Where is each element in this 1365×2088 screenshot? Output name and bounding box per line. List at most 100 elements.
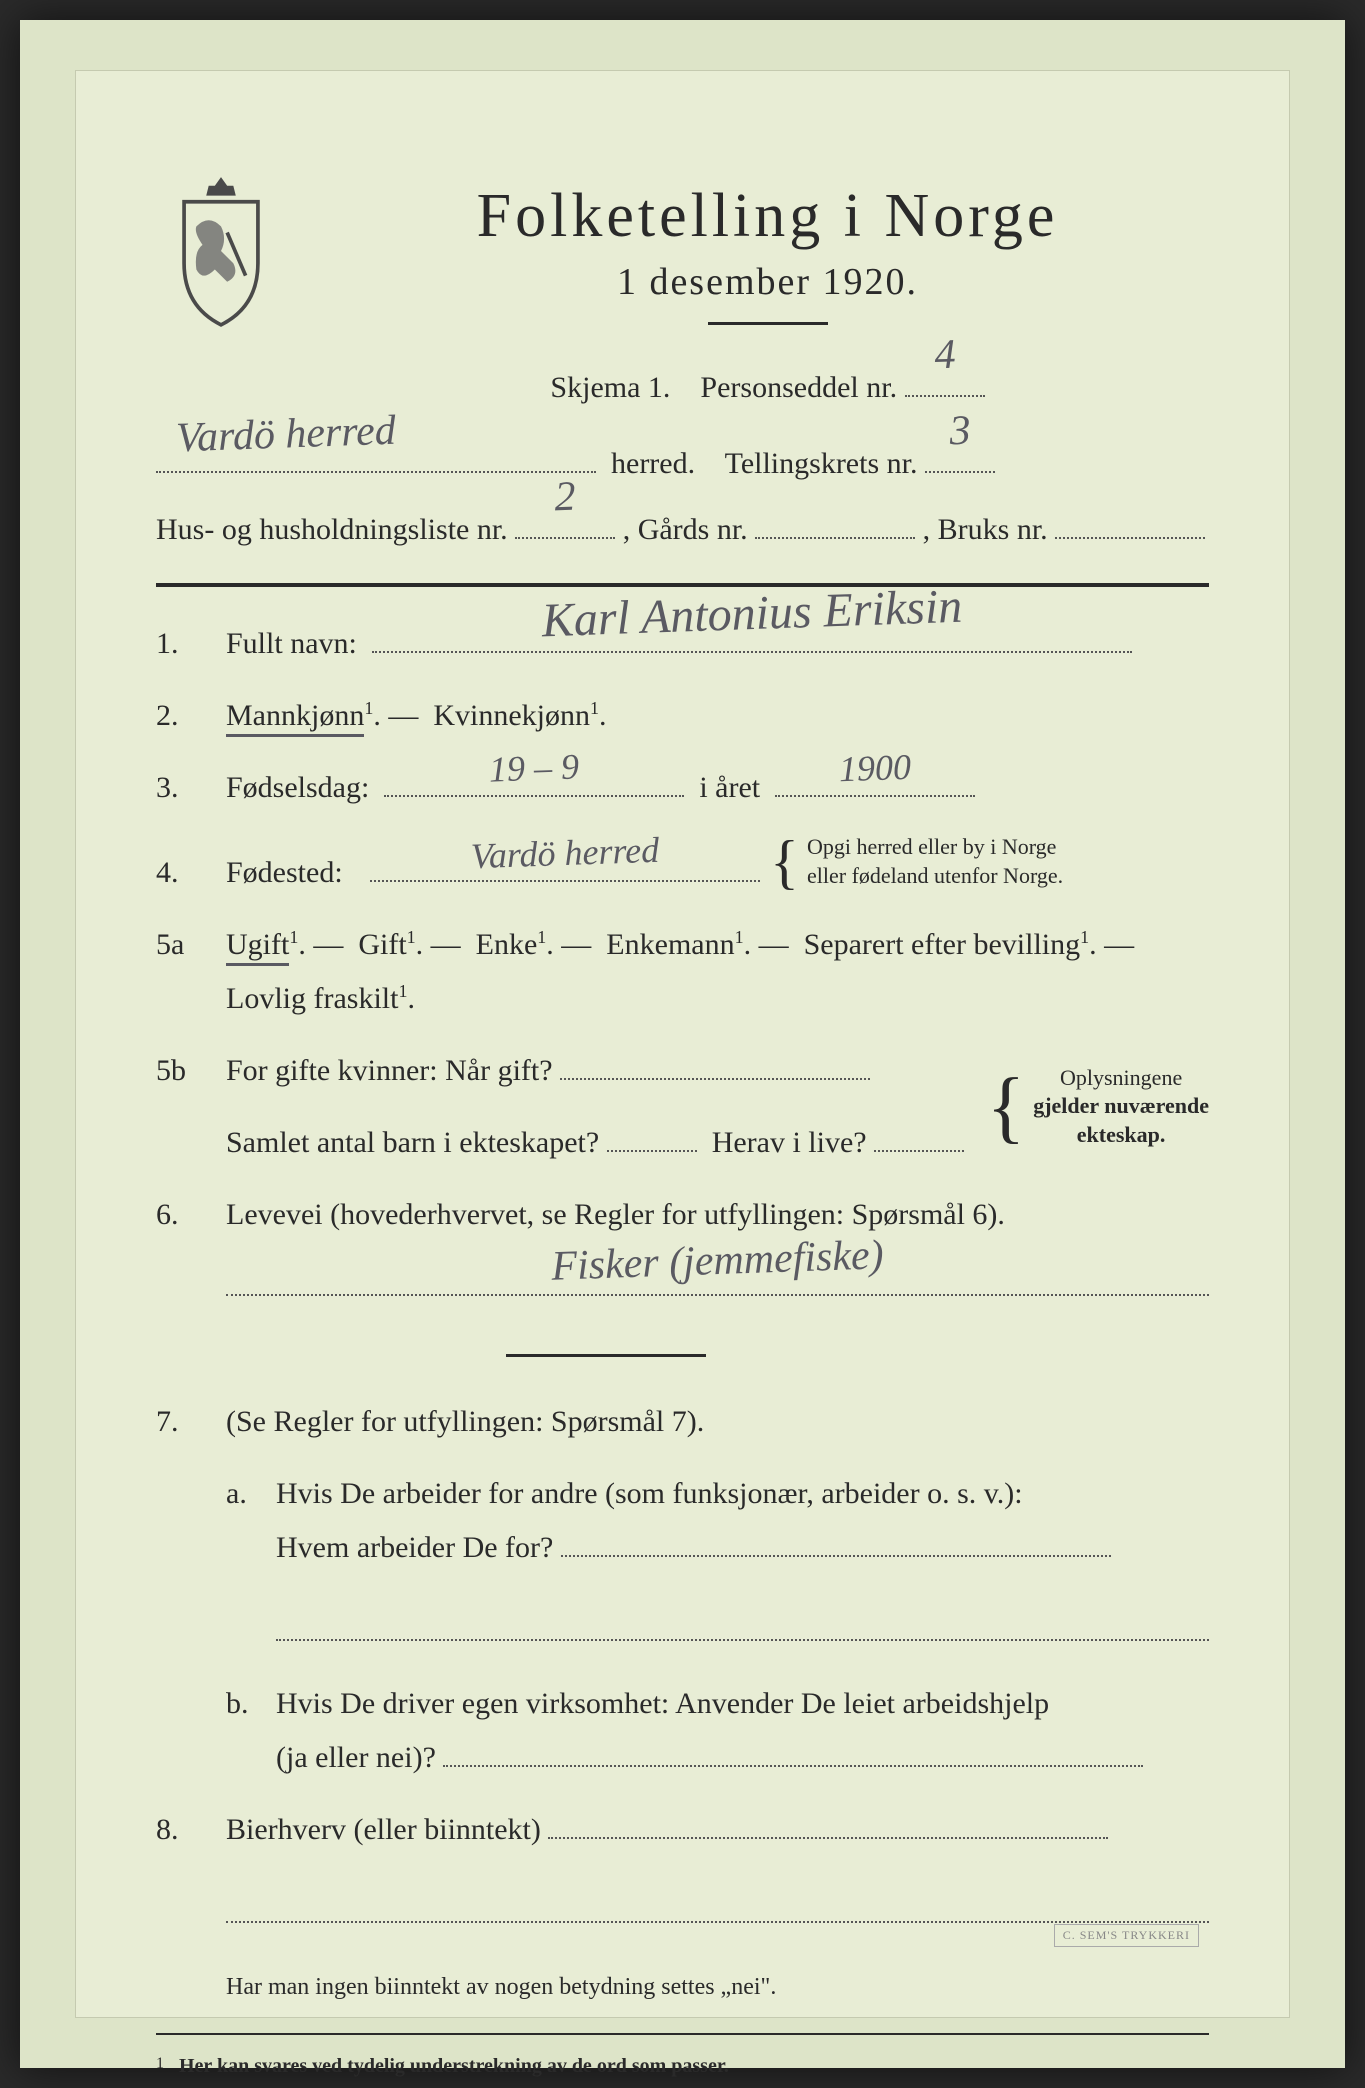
gards-field	[755, 537, 915, 539]
q7b-row: b. Hvis De driver egen virksomhet: Anven…	[156, 1677, 1209, 1785]
bruks-label: , Bruks nr.	[923, 513, 1048, 546]
q4-value: Vardö herred	[369, 814, 761, 892]
q1-body: Fullt navn: Karl Antonius Eriksin	[226, 617, 1209, 671]
q3-body: Fødselsdag: 19 – 9 i året 1900	[226, 761, 1209, 815]
q7b-line2: (ja eller nei)?	[276, 1741, 436, 1774]
q1-label: Fullt navn:	[226, 627, 357, 660]
q5b-num: 5b	[156, 1044, 226, 1098]
main-title: Folketelling i Norge	[326, 181, 1209, 252]
printer-stamp: C. SEM'S TRYKKERI	[1054, 1924, 1199, 1947]
q8-body: Bierhverv (eller biinntekt)	[226, 1803, 1209, 1941]
q4-note-box: { Opgi herred eller by i Norge eller fød…	[770, 833, 1063, 890]
q3-year-label: i året	[699, 771, 760, 804]
q7b-num: b.	[226, 1677, 276, 1731]
q7a-field	[561, 1555, 1111, 1557]
q6-field: Fisker (jemmefiske)	[226, 1294, 1209, 1296]
herred-label: herred.	[611, 447, 695, 480]
q7-num: 7.	[156, 1395, 226, 1449]
q3-num: 3.	[156, 761, 226, 815]
q7a-num: a.	[226, 1467, 276, 1521]
q7a-line2: Hvem arbeider De for?	[276, 1531, 553, 1564]
q5a-enkemann: Enkemann	[606, 928, 734, 961]
q5a-gift: Gift	[358, 928, 406, 961]
tellingskrets-label: Tellingskrets nr.	[725, 447, 918, 480]
q5b-line1: For gifte kvinner: Når gift?	[226, 1044, 977, 1098]
brace-icon: {	[987, 1087, 1025, 1127]
hus-line: Hus- og husholdningsliste nr. 2 , Gårds …	[156, 497, 1209, 563]
hus-field: 2	[515, 537, 615, 539]
q5b-live-field	[874, 1150, 964, 1152]
q8-num: 8.	[156, 1803, 226, 1857]
q4-num: 4.	[156, 846, 226, 900]
q5a-fraskilt: Lovlig fraskilt	[226, 982, 398, 1015]
q6-num: 6.	[156, 1188, 226, 1242]
footnote: 1 Her kan svares ved tydelig understrekn…	[156, 2055, 1209, 2078]
herred-line: Vardö herred herred. Tellingskrets nr. 3	[156, 431, 1209, 497]
q5a-ugift: Ugift	[226, 928, 289, 966]
q1-field: Karl Antonius Eriksin	[372, 651, 1132, 653]
brace-icon: {	[770, 847, 799, 877]
q7a-body: Hvis De arbeider for andre (som funksjon…	[276, 1467, 1209, 1659]
q5b-row: 5b For gifte kvinner: Når gift? Samlet a…	[156, 1044, 1209, 1170]
scanned-page: Folketelling i Norge 1 desember 1920. Sk…	[20, 20, 1345, 2068]
q7-body: (Se Regler for utfyllingen: Spørsmål 7).	[226, 1395, 1209, 1449]
coat-of-arms-icon	[156, 171, 286, 331]
q7a-line1: Hvis De arbeider for andre (som funksjon…	[276, 1477, 1023, 1510]
q5a-row: 5a Ugift1. — Gift1. — Enke1. — Enkemann1…	[156, 918, 1209, 1026]
footer-note: Har man ingen biinntekt av nogen betydni…	[156, 1961, 1209, 2014]
q6-row: 6. Levevei (hovederhvervet, se Regler fo…	[156, 1188, 1209, 1377]
q8-label: Bierhverv (eller biinntekt)	[226, 1813, 541, 1846]
q7b-field	[443, 1765, 1143, 1767]
date-subtitle: 1 desember 1920.	[326, 260, 1209, 304]
q7a-row: a. Hvis De arbeider for andre (som funks…	[156, 1467, 1209, 1659]
q7-label: (Se Regler for utfyllingen: Spørsmål 7).	[226, 1405, 704, 1438]
q2-kvinne: Kvinnekjønn	[433, 699, 590, 732]
q5a-separert: Separert efter bevilling	[804, 928, 1081, 961]
tellingskrets-value: 3	[923, 383, 996, 478]
q2-body: Mannkjønn1. — Kvinnekjønn1.	[226, 689, 1209, 743]
q5a-enke: Enke	[476, 928, 538, 961]
footnote-text: Her kan svares ved tydelig understreknin…	[179, 2055, 729, 2077]
q6-underline	[506, 1354, 706, 1357]
q2-mann: Mannkjønn	[226, 699, 364, 737]
q8-row: 8. Bierhverv (eller biinntekt)	[156, 1803, 1209, 1941]
tellingskrets-field: 3	[925, 471, 995, 473]
q7b-body: Hvis De driver egen virksomhet: Anvender…	[276, 1677, 1209, 1785]
q7a-field2	[276, 1639, 1209, 1641]
q4-row: 4. Fødested: Vardö herred { Opgi herred …	[156, 833, 1209, 900]
q3-year-value: 1900	[774, 733, 976, 805]
header: Folketelling i Norge 1 desember 1920. Sk…	[156, 171, 1209, 421]
q5b-body: For gifte kvinner: Når gift? Samlet anta…	[226, 1044, 1209, 1170]
q4-body: Fødested: Vardö herred { Opgi herred ell…	[226, 833, 1209, 900]
q5b-note-box: { Oplysningene gjelder nuværende ekteska…	[987, 1064, 1209, 1150]
q5b-note: Oplysningene gjelder nuværende ekteskap.	[1033, 1064, 1209, 1150]
q7-row: 7. (Se Regler for utfyllingen: Spørsmål …	[156, 1395, 1209, 1449]
q5a-body: Ugift1. — Gift1. — Enke1. — Enkemann1. —…	[226, 918, 1209, 1026]
q3-row: 3. Fødselsdag: 19 – 9 i året 1900	[156, 761, 1209, 815]
form-card: Folketelling i Norge 1 desember 1920. Sk…	[75, 70, 1290, 2018]
q7b-line1: Hvis De driver egen virksomhet: Anvender…	[276, 1687, 1049, 1720]
q1-num: 1.	[156, 617, 226, 671]
hus-label: Hus- og husholdningsliste nr.	[156, 513, 508, 546]
gards-label: , Gårds nr.	[623, 513, 748, 546]
q3-day-field: 19 – 9	[384, 795, 684, 797]
q8-field2	[226, 1921, 1209, 1923]
q6-body: Levevei (hovederhvervet, se Regler for u…	[226, 1188, 1209, 1377]
q7a-field2-row	[276, 1605, 1209, 1659]
bruks-field	[1055, 537, 1205, 539]
q8-field	[548, 1837, 1108, 1839]
q3-label: Fødselsdag:	[226, 771, 369, 804]
q4-label: Fødested:	[226, 846, 343, 900]
title-rule	[708, 322, 828, 325]
q5b-line2: Samlet antal barn i ekteskapet? Herav i …	[226, 1116, 977, 1170]
hus-value: 2	[514, 449, 617, 545]
q5b-gift-field	[560, 1078, 870, 1080]
q4-field: Vardö herred	[370, 880, 760, 882]
q3-day-value: 19 – 9	[383, 731, 685, 806]
q6-field-row: Fisker (jemmefiske)	[226, 1260, 1209, 1314]
q3-year-field: 1900	[775, 795, 975, 797]
q2-num: 2.	[156, 689, 226, 743]
q5b-lines: For gifte kvinner: Når gift? Samlet anta…	[226, 1044, 977, 1170]
q5a-num: 5a	[156, 918, 226, 972]
q1-value: Karl Antonius Eriksin	[371, 557, 1134, 670]
